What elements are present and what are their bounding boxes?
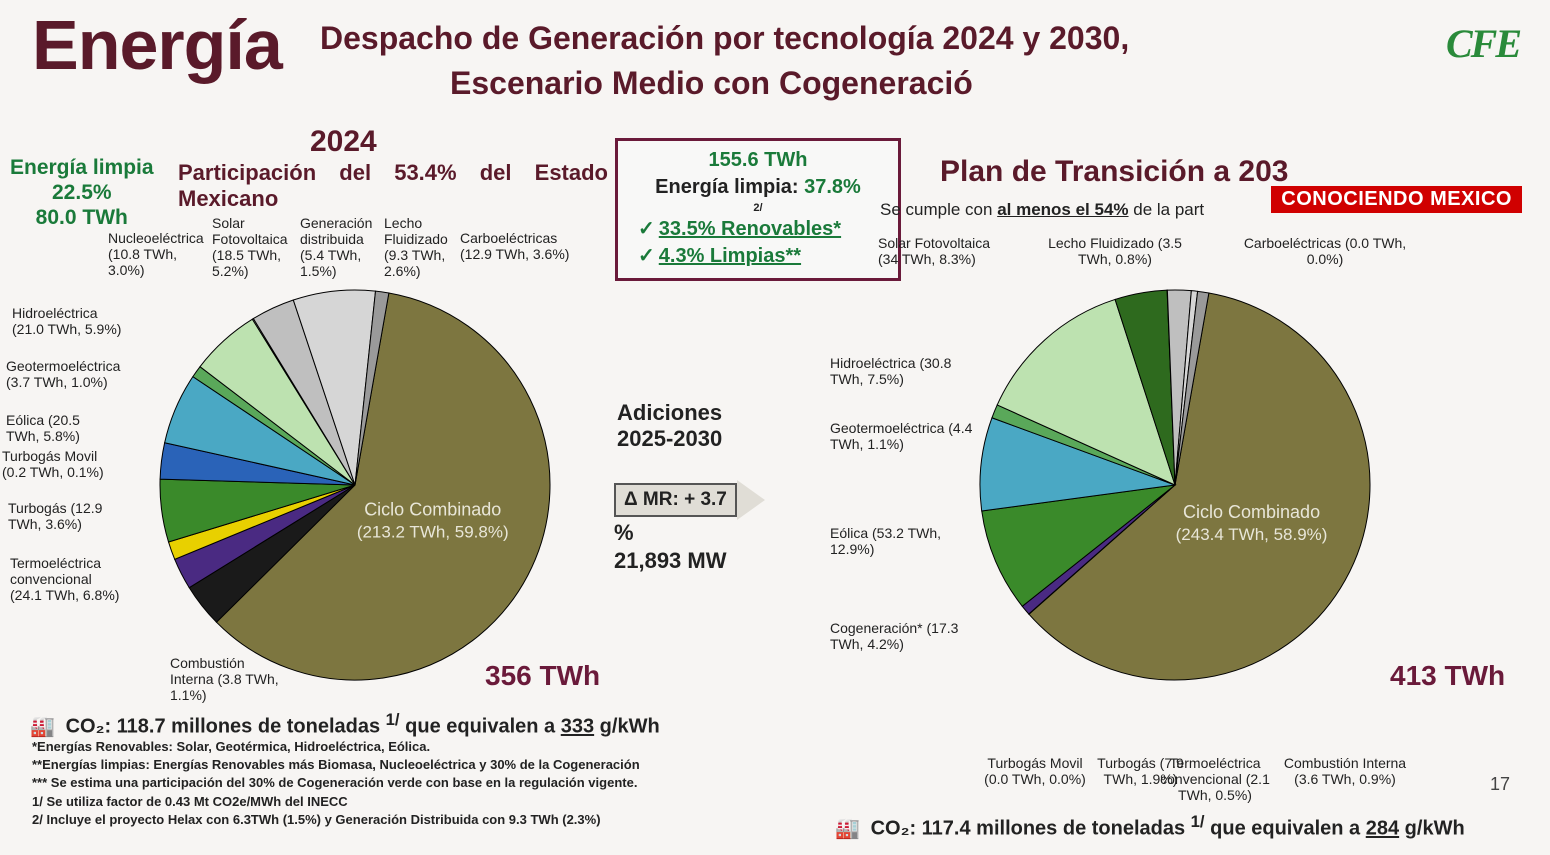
co2l-a: CO₂: 118.7 millones de toneladas [66,716,386,738]
slice-label: Nucleoeléctrica (10.8 TWh, 3.0%) [108,230,213,278]
page-number: 17 [1490,774,1510,795]
slice-label: Eólica (53.2 TWh, 12.9%) [830,525,975,557]
slice-label: Turbogás (12.9 TWh, 3.6%) [8,500,108,532]
slice-label: Carboeléctricas (12.9 TWh, 3.6%) [460,230,580,262]
co2r-b: que equivalen a [1205,818,1366,840]
foot-2: *** Se estima una participación del 30% … [32,774,640,792]
co2r-c: g/kWh [1399,818,1465,840]
factory-icon: 🏭 [30,714,60,739]
foot-1: **Energías limpias: Energías Renovables … [32,756,640,774]
slice-label: Hidroeléctrica (21.0 TWh, 5.9%) [12,305,122,337]
slice-label: Cogeneración* (17.3 TWh, 4.2%) [830,620,975,652]
slice-label: Turbogás Movil (0.0 TWh, 0.0%) [975,755,1095,787]
slice-label: Turbogás Movil (0.2 TWh, 0.1%) [2,448,112,480]
slice-label: Hidroeléctrica (30.8 TWh, 7.5%) [830,355,975,387]
footnotes: *Energías Renovables: Solar, Geotérmica,… [32,738,640,829]
slice-label: Solar Fotovoltaica (34 TWh, 8.3%) [878,235,1008,267]
slice-label: Solar Fotovoltaica (18.5 TWh, 5.2%) [212,215,302,279]
co2l-u: 333 [561,716,594,738]
foot-3: 1/ Se utiliza factor de 0.43 Mt CO2e/MWh… [32,793,640,811]
slice-label: Generación distribuida (5.4 TWh, 1.5%) [300,215,385,279]
slice-label: Termoeléctrica convencional (2.1 TWh, 0.… [1145,755,1285,803]
co2r-u: 284 [1366,818,1399,840]
pie2024-total: 356 TWh [485,660,600,692]
co2-left-line: 🏭 CO₂: 118.7 millones de toneladas 1/ qu… [30,710,660,739]
slice-label: Lecho Fluidizado (9.3 TWh, 2.6%) [384,215,469,279]
factory-icon: 🏭 [835,816,865,841]
co2r-a: CO₂: 117.4 millones de toneladas [871,818,1191,840]
slice-label: Eólica (20.5 TWh, 5.8%) [6,412,106,444]
co2l-c: g/kWh [594,716,660,738]
slice-label: Carboeléctricas (0.0 TWh, 0.0%) [1225,235,1425,267]
slice-label: Combustión Interna (3.6 TWh, 0.9%) [1270,755,1420,787]
slice-label: Combustión Interna (3.8 TWh, 1.1%) [170,655,280,703]
co2r-sup: 1/ [1191,812,1205,831]
slice-label: Lecho Fluidizado (3.5 TWh, 0.8%) [1035,235,1195,267]
pie2030-total: 413 TWh [1390,660,1505,692]
co2l-b: que equivalen a [400,716,561,738]
slice-label: Geotermoeléctrica (3.7 TWh, 1.0%) [6,358,116,390]
foot-0: *Energías Renovables: Solar, Geotérmica,… [32,738,640,756]
slice-inside-label: Ciclo Combinado [1183,502,1320,522]
slice-label: Termoeléctrica convencional (24.1 TWh, 6… [10,555,125,603]
co2-right-line: 🏭 CO₂: 117.4 millones de toneladas 1/ qu… [835,812,1465,841]
slice-inside-label: (243.4 TWh, 58.9%) [1176,525,1328,544]
slice-label: Geotermoeléctrica (4.4 TWh, 1.1%) [830,420,980,452]
foot-4: 2/ Incluye el proyecto Helax con 6.3TWh … [32,811,640,829]
co2l-sup: 1/ [386,710,400,729]
